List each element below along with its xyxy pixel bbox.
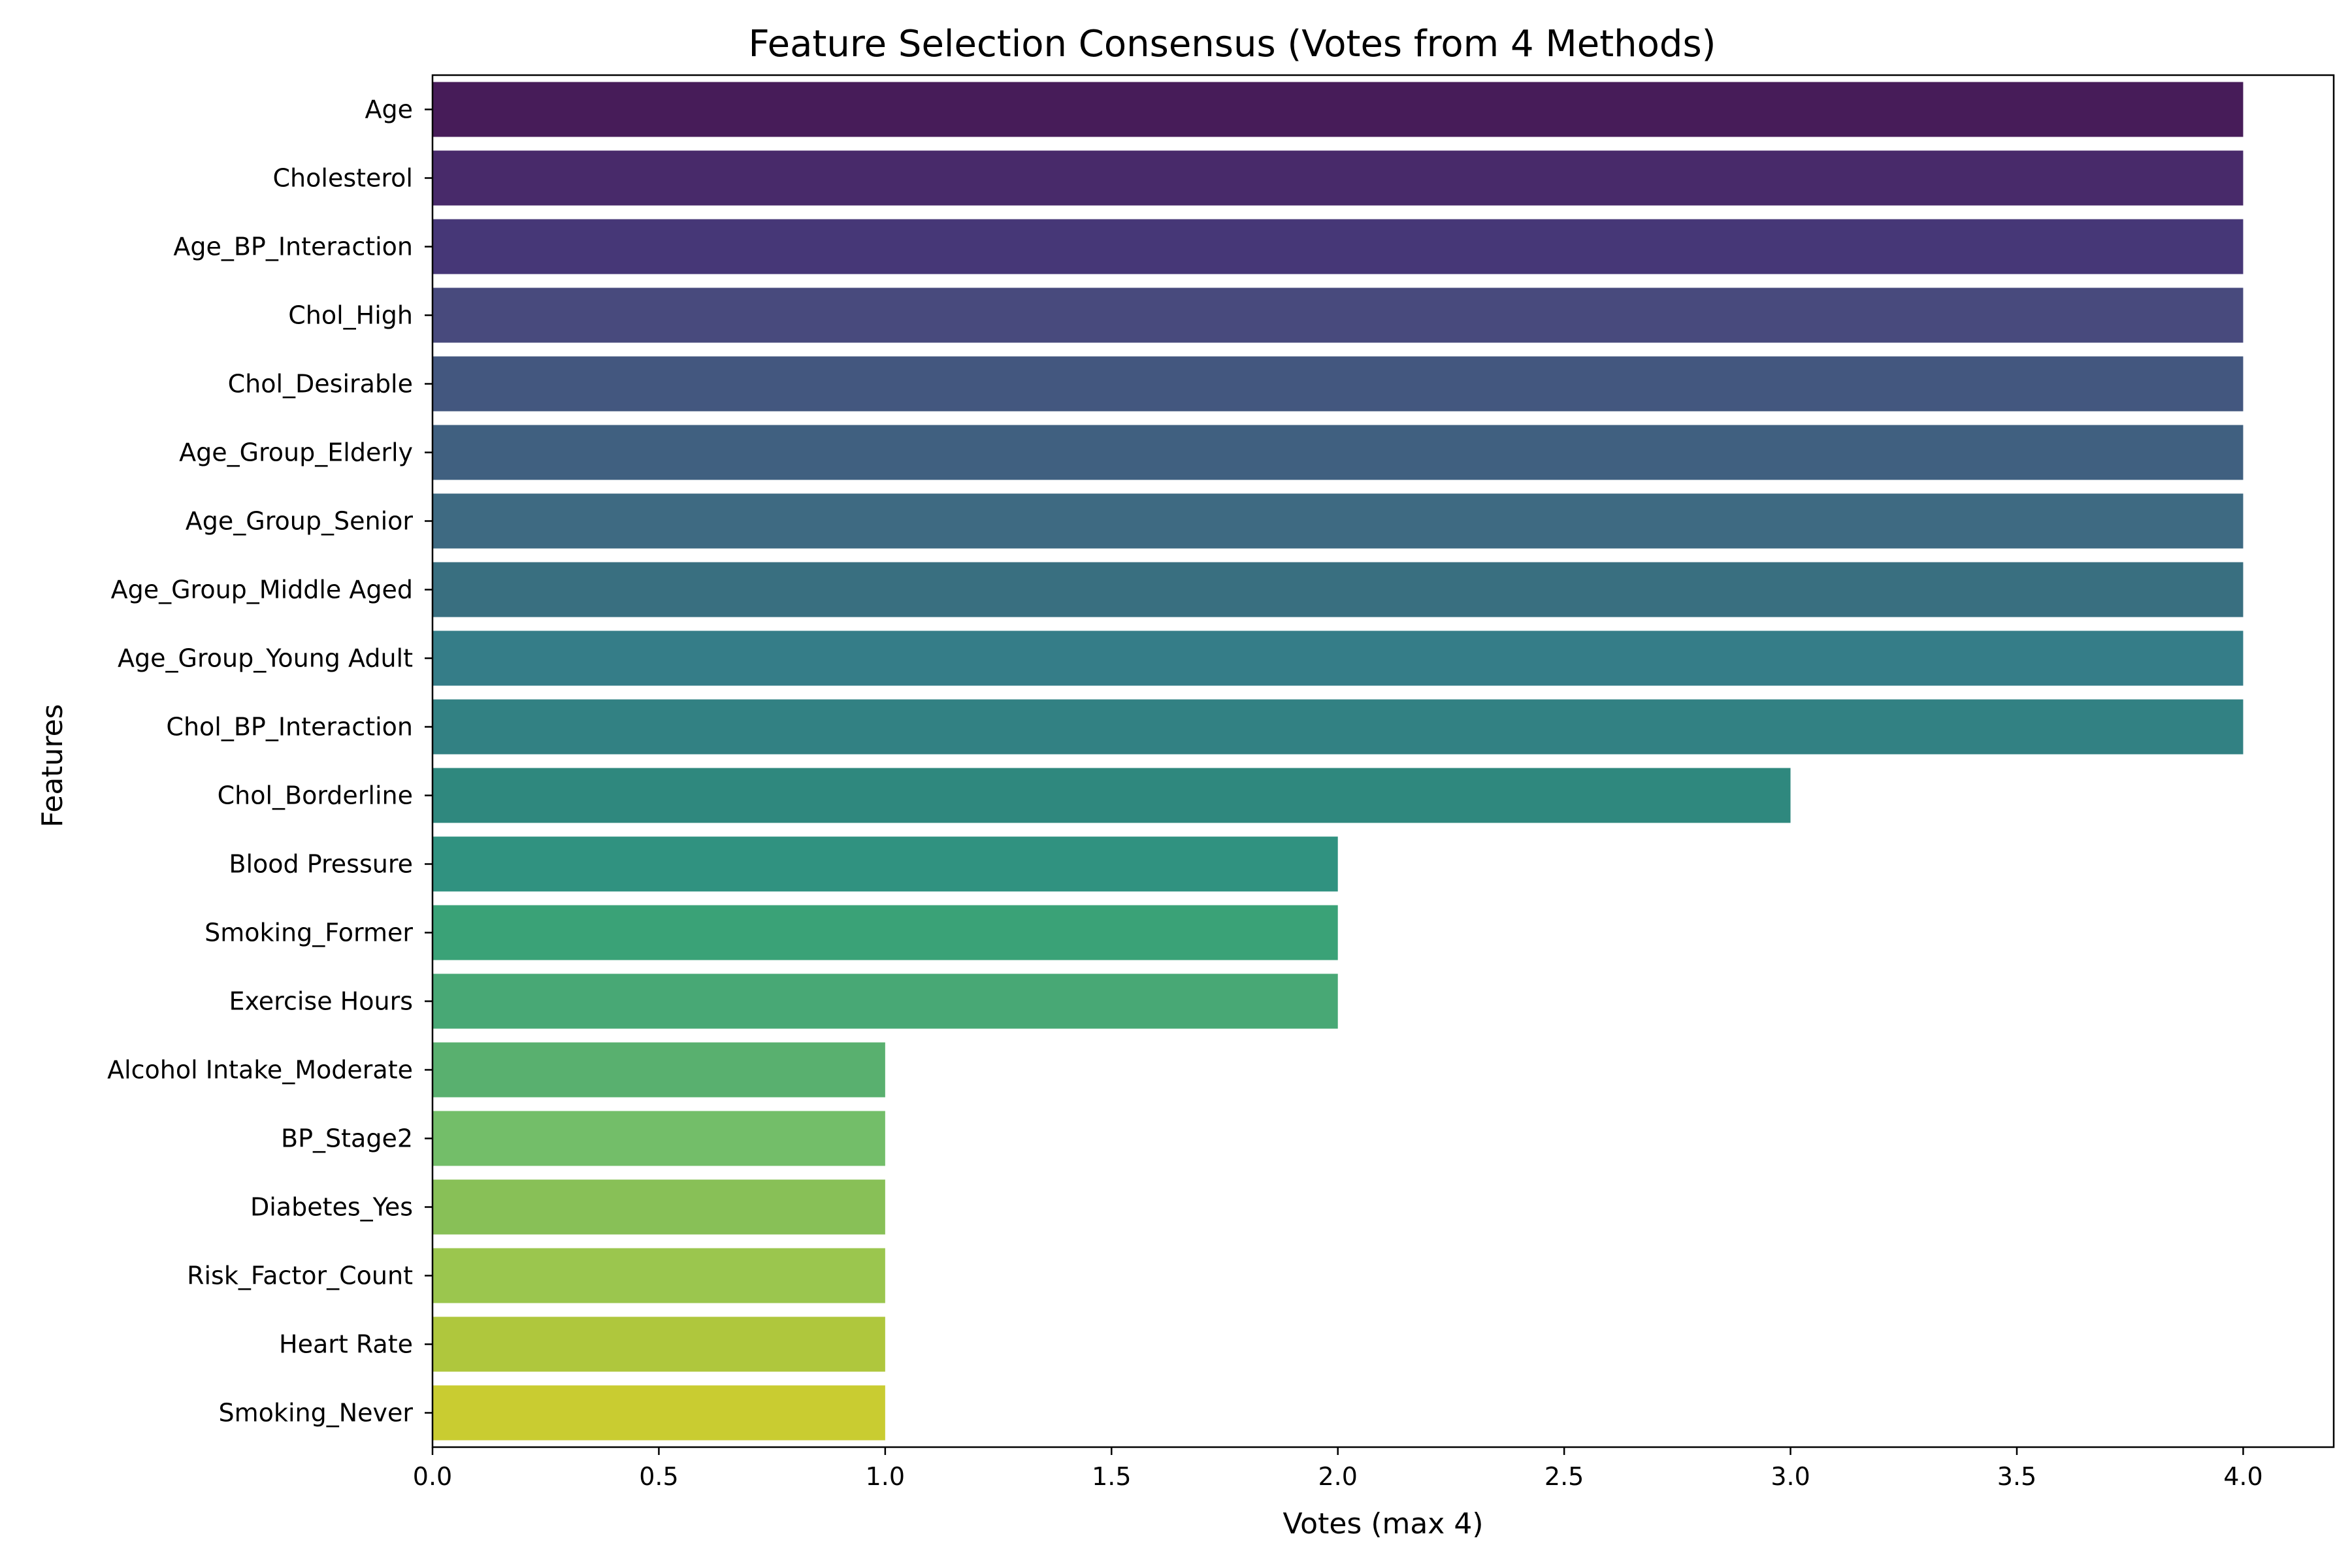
y-tick-label: Cholesterol [273, 164, 413, 193]
y-tick-label: Chol_Desirable [228, 370, 413, 399]
chart-title: Feature Selection Consensus (Votes from … [749, 23, 1716, 65]
bar [433, 493, 2244, 549]
y-tick-label: Blood Pressure [229, 850, 413, 879]
bar [433, 356, 2244, 412]
y-tick-label: Alcohol Intake_Moderate [107, 1056, 413, 1085]
y-tick-label: Chol_Borderline [218, 781, 413, 810]
bar [433, 1179, 885, 1235]
x-tick-label: 2.5 [1544, 1462, 1584, 1491]
plot-frame [431, 74, 2335, 1448]
y-tick-labels: Age Cholesterol Age_BP_Interaction Chol_Hig… [107, 95, 433, 1428]
bar [433, 1042, 885, 1098]
x-tick-label: 1.0 [866, 1462, 905, 1491]
y-tick-label: Risk_Factor_Count [187, 1262, 413, 1290]
bar [433, 287, 2244, 343]
y-tick-label: Age_Group_Elderly [179, 438, 413, 467]
bar [433, 425, 2244, 480]
x-axis-label: Votes (max 4) [1282, 1507, 1483, 1541]
bar [433, 219, 2244, 274]
x-ticks: 0.0 0.5 1.0 1.5 2.0 2.5 3.0 3.5 4.0 [413, 1447, 2263, 1491]
bar [433, 836, 1338, 892]
bar [433, 1248, 885, 1303]
bar [433, 768, 1791, 823]
y-tick-label: Age [365, 95, 414, 124]
y-tick-label: Chol_BP_Interaction [166, 713, 413, 742]
y-axis-label: Features [36, 704, 69, 827]
y-tick-label: Smoking_Never [219, 1399, 414, 1428]
y-tick-label: Age_Group_Young Adult [118, 644, 413, 673]
x-tick-label: 3.5 [1997, 1462, 2036, 1491]
y-tick-label: Diabetes_Yes [250, 1193, 413, 1222]
x-tick-label: 2.0 [1318, 1462, 1357, 1491]
bar [433, 630, 2244, 686]
x-tick-label: 3.0 [1771, 1462, 1810, 1491]
x-tick-label: 0.5 [639, 1462, 678, 1491]
x-tick-label: 1.5 [1092, 1462, 1131, 1491]
x-tick-label: 0.0 [413, 1462, 452, 1491]
bar [433, 1385, 885, 1441]
y-tick-label: Chol_High [288, 301, 413, 330]
y-tick-label: Age_BP_Interaction [173, 233, 413, 261]
y-tick-label: Smoking_Former [204, 919, 413, 947]
x-tick-label: 4.0 [2223, 1462, 2262, 1491]
y-tick-label: Age_Group_Middle Aged [111, 576, 413, 604]
bar [433, 82, 2244, 137]
bar [433, 905, 1338, 960]
y-tick-label: Heart Rate [279, 1330, 413, 1359]
y-tick-label: Exercise Hours [229, 987, 413, 1016]
bar [433, 1111, 885, 1166]
bar [433, 699, 2244, 755]
y-tick-label: Age_Group_Senior [186, 507, 414, 536]
bar [433, 562, 2244, 617]
bar [433, 973, 1338, 1029]
bar [433, 1316, 885, 1372]
bar [433, 150, 2244, 206]
y-tick-label: BP_Stage2 [281, 1124, 413, 1153]
bars-group [433, 82, 2244, 1441]
